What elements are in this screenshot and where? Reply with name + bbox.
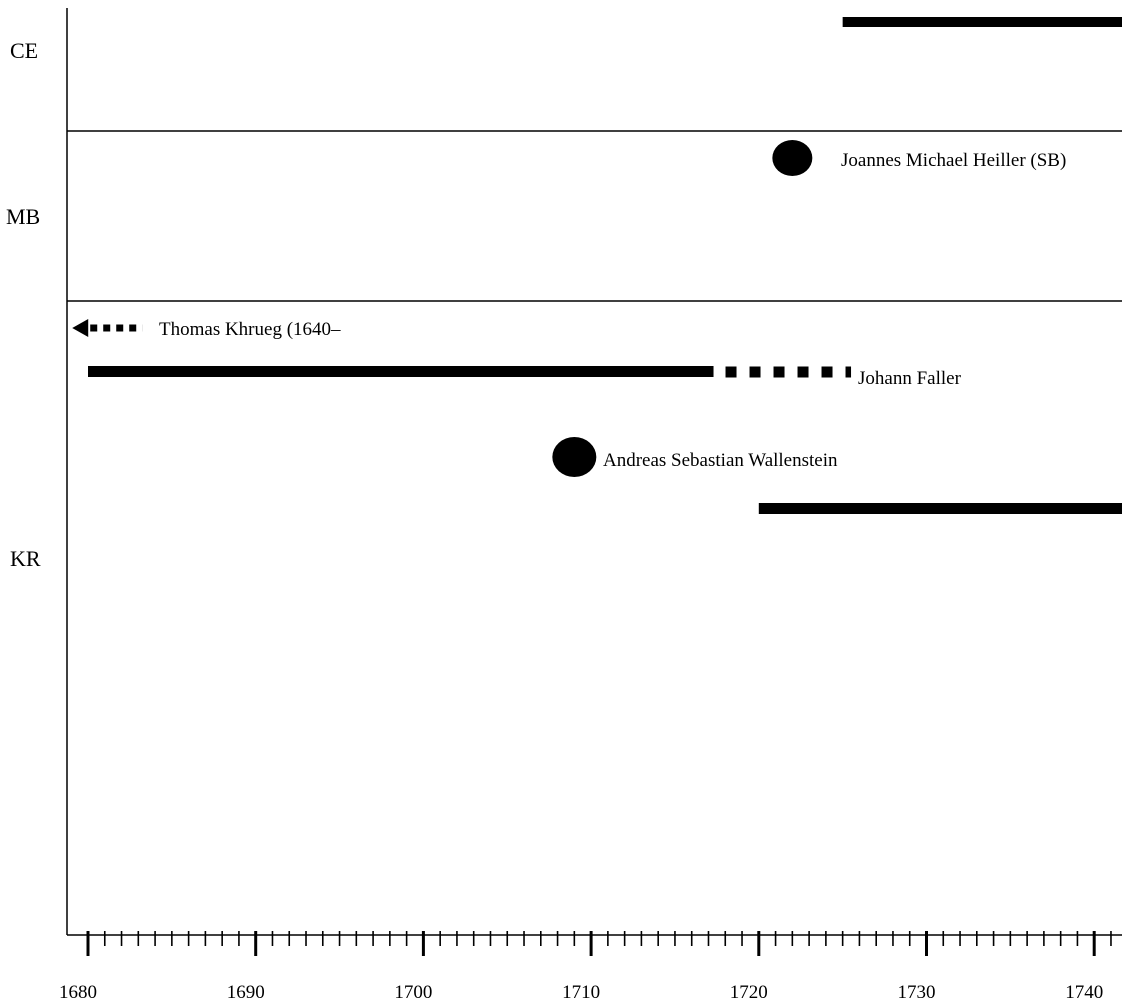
x-axis-ticks <box>86 931 1112 956</box>
x-axis-tick-labels: 1680 1690 1700 1710 1720 1730 1740 <box>59 982 1103 1003</box>
x-tick-label: 1710 <box>562 982 600 1003</box>
wallenstein-dot <box>552 437 597 477</box>
x-tick-label: 1690 <box>227 982 265 1003</box>
faller-solid-bar <box>88 366 714 377</box>
heiller-label: Joannes Michael Heiller (SB) <box>841 150 1066 171</box>
heiller-dot <box>772 140 813 176</box>
row-label-ce: CE <box>10 38 38 63</box>
wallenstein-label: Andreas Sebastian Wallenstein <box>603 450 838 471</box>
x-tick-label: 1700 <box>394 982 432 1003</box>
khrueg-label: Thomas Khrueg (1640– <box>159 319 341 340</box>
row-label-mb: MB <box>6 204 40 229</box>
row-label-kr: KR <box>10 546 41 571</box>
khrueg-arrow-head <box>72 319 89 337</box>
kr-bar-1720 <box>758 503 1122 514</box>
x-tick-label: 1720 <box>730 982 768 1003</box>
faller-label: Johann Faller <box>858 368 962 389</box>
ce-bar <box>842 17 1122 27</box>
x-tick-label: 1680 <box>59 982 97 1003</box>
x-tick-label: 1730 <box>898 982 936 1003</box>
x-tick-label: 1740 <box>1065 982 1103 1003</box>
